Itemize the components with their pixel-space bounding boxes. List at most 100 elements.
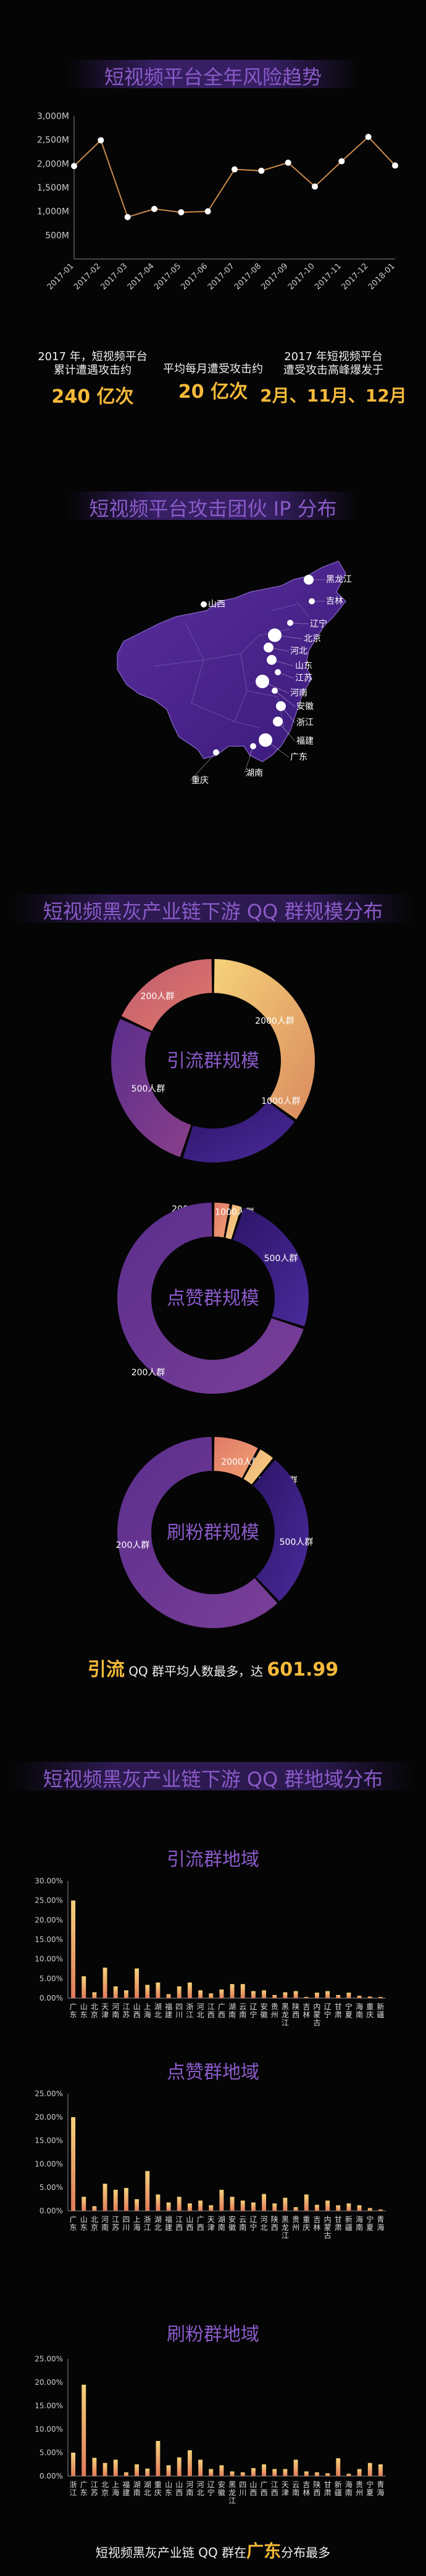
x-tick-char: 苏 bbox=[112, 2223, 119, 2232]
y-tick-label: 3,000M bbox=[37, 112, 69, 121]
x-tick-label: 福建 bbox=[165, 2215, 172, 2232]
x-tick-label: 贵州 bbox=[271, 2002, 278, 2019]
x-tick-char: 江 bbox=[175, 2215, 183, 2224]
x-tick-char: 甘 bbox=[335, 2215, 342, 2224]
x-tick-label: 2017-03 bbox=[99, 261, 129, 292]
y-tick-label: 2,500M bbox=[37, 136, 69, 146]
x-tick-label: 河南 bbox=[186, 2480, 193, 2497]
x-tick-char: 湖 bbox=[154, 2002, 162, 2011]
x-tick-char: 肃 bbox=[335, 2010, 342, 2019]
x-tick-label: 湖北 bbox=[154, 2215, 162, 2232]
bar bbox=[283, 2469, 288, 2476]
x-tick-char: 四 bbox=[122, 2215, 130, 2224]
x-tick-char: 福 bbox=[122, 2480, 130, 2489]
x-tick-label: 2017-08 bbox=[233, 261, 263, 292]
x-tick-label: 浙江 bbox=[144, 2215, 151, 2232]
title-band bbox=[12, 1762, 414, 1790]
x-tick-char: 南 bbox=[186, 2488, 193, 2497]
x-tick-char: 上 bbox=[112, 2480, 119, 2489]
x-tick-char: 天 bbox=[282, 2480, 289, 2489]
bar bbox=[187, 2203, 192, 2211]
x-tick-label: 安徽 bbox=[228, 2215, 236, 2232]
x-tick-label: 广东 bbox=[80, 2480, 88, 2497]
bar bbox=[336, 2458, 341, 2476]
bar bbox=[81, 1976, 86, 1998]
x-tick-label: 河南 bbox=[112, 2002, 119, 2019]
map-label: 辽宁 bbox=[310, 619, 327, 629]
china-outline bbox=[117, 561, 347, 762]
bar bbox=[272, 1994, 277, 1998]
bar bbox=[92, 1992, 97, 1998]
map-label-leader bbox=[262, 681, 290, 694]
x-tick-char: 内 bbox=[324, 2215, 332, 2224]
bar-chart-fans-region: 0.00%5.00%10.00%15.00%20.00%25.00%浙江广东江苏… bbox=[35, 2355, 386, 2505]
x-tick-char: 疆 bbox=[345, 2223, 353, 2232]
y-tick-label: 0.00% bbox=[40, 1994, 63, 2002]
bar bbox=[378, 1997, 383, 1998]
x-tick-label: 陕西 bbox=[313, 2480, 320, 2497]
x-tick-char: 海 bbox=[144, 2010, 151, 2019]
x-tick-char: 湖 bbox=[133, 2480, 141, 2489]
x-tick-char: 四 bbox=[175, 2002, 183, 2011]
bar bbox=[251, 1991, 256, 1998]
x-tick-char: 庆 bbox=[303, 2223, 310, 2232]
x-tick-char: 河 bbox=[261, 2215, 268, 2224]
map-label: 江苏 bbox=[295, 673, 312, 683]
x-tick-label: 云南 bbox=[239, 2215, 246, 2232]
bar bbox=[325, 2473, 330, 2476]
x-tick-char: 甘 bbox=[335, 2002, 342, 2011]
bar bbox=[304, 2471, 309, 2476]
x-tick-char: 广 bbox=[218, 2002, 225, 2011]
x-tick-label: 安徽 bbox=[218, 2480, 225, 2497]
x-tick-char: 山 bbox=[249, 2480, 257, 2489]
x-tick-label: 江西 bbox=[271, 2480, 278, 2497]
x-tick-char: 江 bbox=[144, 2223, 151, 2232]
bar bbox=[283, 1992, 288, 1998]
x-tick-char: 吉 bbox=[303, 2480, 310, 2489]
donut-chart-fans: 2000人群1000人群500人群200人群刷粉群规模 bbox=[116, 1437, 314, 1628]
x-tick-char: 云 bbox=[239, 2002, 246, 2011]
x-tick-char: 内 bbox=[313, 2002, 320, 2011]
x-tick-label: 山西 bbox=[186, 2215, 193, 2232]
x-tick-char: 上 bbox=[144, 2002, 151, 2011]
x-tick-char: 东 bbox=[70, 2223, 77, 2232]
data-point bbox=[258, 167, 265, 174]
x-tick-label: 辽宁 bbox=[324, 2002, 332, 2019]
x-tick-label: 贵州 bbox=[356, 2480, 363, 2497]
x-tick-char: 西 bbox=[186, 2223, 193, 2232]
x-tick-char: 海 bbox=[377, 2223, 384, 2232]
x-tick-label: 2017-10 bbox=[286, 261, 317, 292]
bar1-title: 引流群地域 bbox=[167, 1849, 259, 1870]
bar bbox=[240, 2472, 245, 2476]
region-section-title: 短视频黑灰产业链下游 QQ 群地域分布 bbox=[43, 1767, 383, 1791]
map-label-leader bbox=[280, 706, 296, 723]
x-tick-char: 吉 bbox=[303, 2002, 310, 2011]
bar bbox=[240, 2200, 245, 2211]
x-tick-char: 建 bbox=[122, 2488, 130, 2497]
x-tick-label: 上海 bbox=[112, 2480, 119, 2497]
bar bbox=[156, 2441, 161, 2476]
x-tick-char: 海 bbox=[356, 2002, 363, 2011]
x-tick-char: 江 bbox=[112, 2215, 119, 2224]
x-tick-char: 北 bbox=[101, 2480, 109, 2489]
x-tick-char: 西 bbox=[249, 2488, 257, 2497]
x-tick-char: 州 bbox=[271, 2010, 278, 2019]
y-tick-label: 25.00% bbox=[35, 1896, 63, 1905]
bar bbox=[156, 1982, 161, 1998]
data-point bbox=[204, 208, 211, 215]
x-tick-char: 南 bbox=[239, 2223, 246, 2232]
x-tick-char: 北 bbox=[261, 2223, 268, 2232]
x-tick-char: 北 bbox=[197, 2010, 204, 2019]
slice-label: 500人群 bbox=[280, 1537, 314, 1547]
x-tick-char: 辽 bbox=[249, 2002, 257, 2011]
stat-monthly-text: 平均每月遭受攻击约 bbox=[163, 363, 263, 376]
y-tick-label: 15.00% bbox=[35, 2136, 63, 2145]
x-tick-label: 新疆 bbox=[345, 2215, 353, 2232]
x-tick-label: 云南 bbox=[292, 2480, 299, 2497]
x-tick-label: 2017-11 bbox=[313, 261, 343, 292]
map-label: 北京 bbox=[304, 634, 321, 644]
x-tick-char: 吉 bbox=[313, 2215, 320, 2224]
bar bbox=[378, 2464, 383, 2476]
bar bbox=[145, 2468, 150, 2476]
